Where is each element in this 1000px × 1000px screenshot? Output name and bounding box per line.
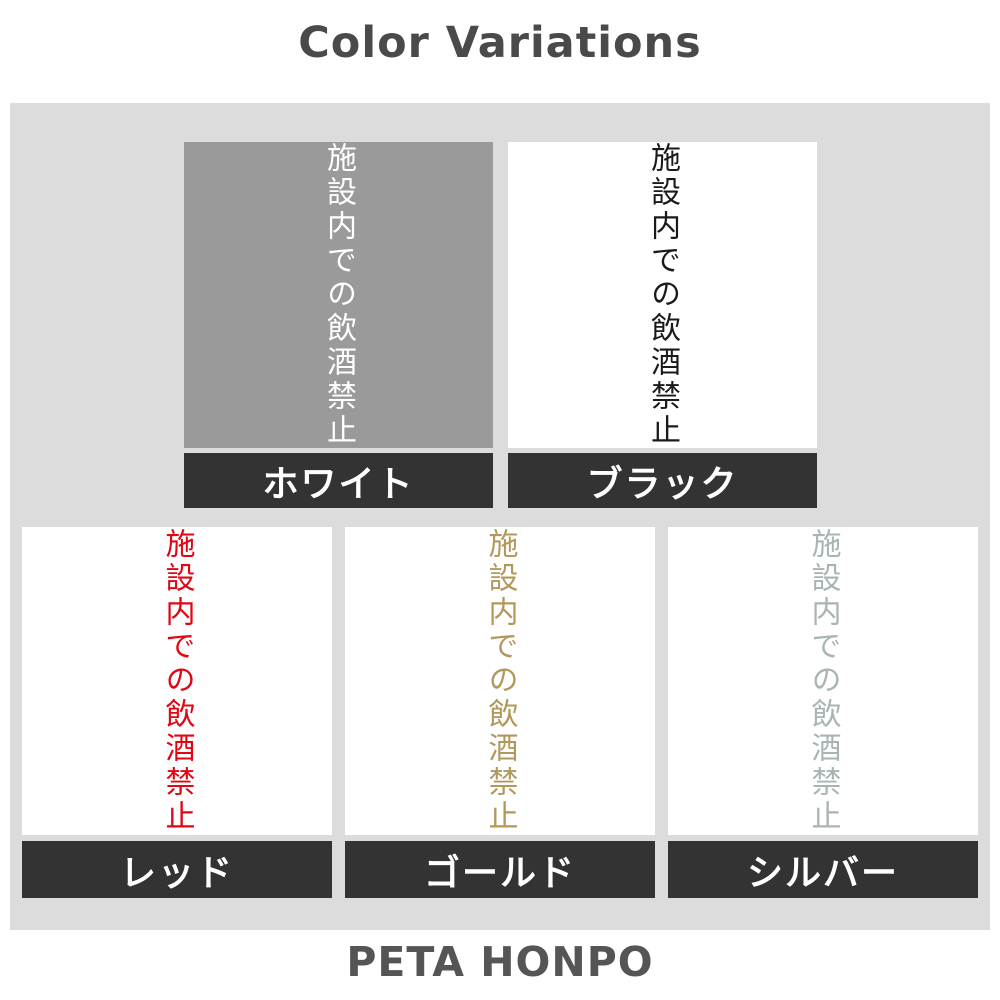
variation-label-silver: シルバー: [668, 841, 978, 898]
variation-label-white: ホワイト: [184, 453, 493, 508]
sample-text-silver: 施設内での飲酒禁止: [805, 528, 841, 834]
variation-card-white: 施設内での飲酒禁止 ホワイト: [184, 142, 493, 508]
variation-label-black: ブラック: [508, 453, 817, 508]
color-variations-panel: 施設内での飲酒禁止 ホワイト 施設内での飲酒禁止 ブラック 施設内での飲酒禁止 …: [10, 103, 990, 930]
swatch-white: 施設内での飲酒禁止: [184, 142, 493, 448]
swatch-gold: 施設内での飲酒禁止: [345, 527, 655, 835]
brand-footer: PETA HONPO: [346, 938, 654, 986]
variation-label-red: レッド: [22, 841, 332, 898]
swatch-black: 施設内での飲酒禁止: [508, 142, 817, 448]
variation-label-gold: ゴールド: [345, 841, 655, 898]
sample-text-black: 施設内での飲酒禁止: [645, 142, 680, 448]
sample-text-white: 施設内での飲酒禁止: [321, 142, 356, 448]
variation-card-black: 施設内での飲酒禁止 ブラック: [508, 142, 817, 508]
swatch-silver: 施設内での飲酒禁止: [668, 527, 978, 835]
sample-text-red: 施設内での飲酒禁止: [159, 528, 195, 834]
variation-card-red: 施設内での飲酒禁止 レッド: [22, 527, 332, 898]
sample-text-gold: 施設内での飲酒禁止: [482, 528, 518, 834]
variation-card-gold: 施設内での飲酒禁止 ゴールド: [345, 527, 655, 898]
page-title: Color Variations: [298, 18, 702, 68]
variation-card-silver: 施設内での飲酒禁止 シルバー: [668, 527, 978, 898]
swatch-red: 施設内での飲酒禁止: [22, 527, 332, 835]
